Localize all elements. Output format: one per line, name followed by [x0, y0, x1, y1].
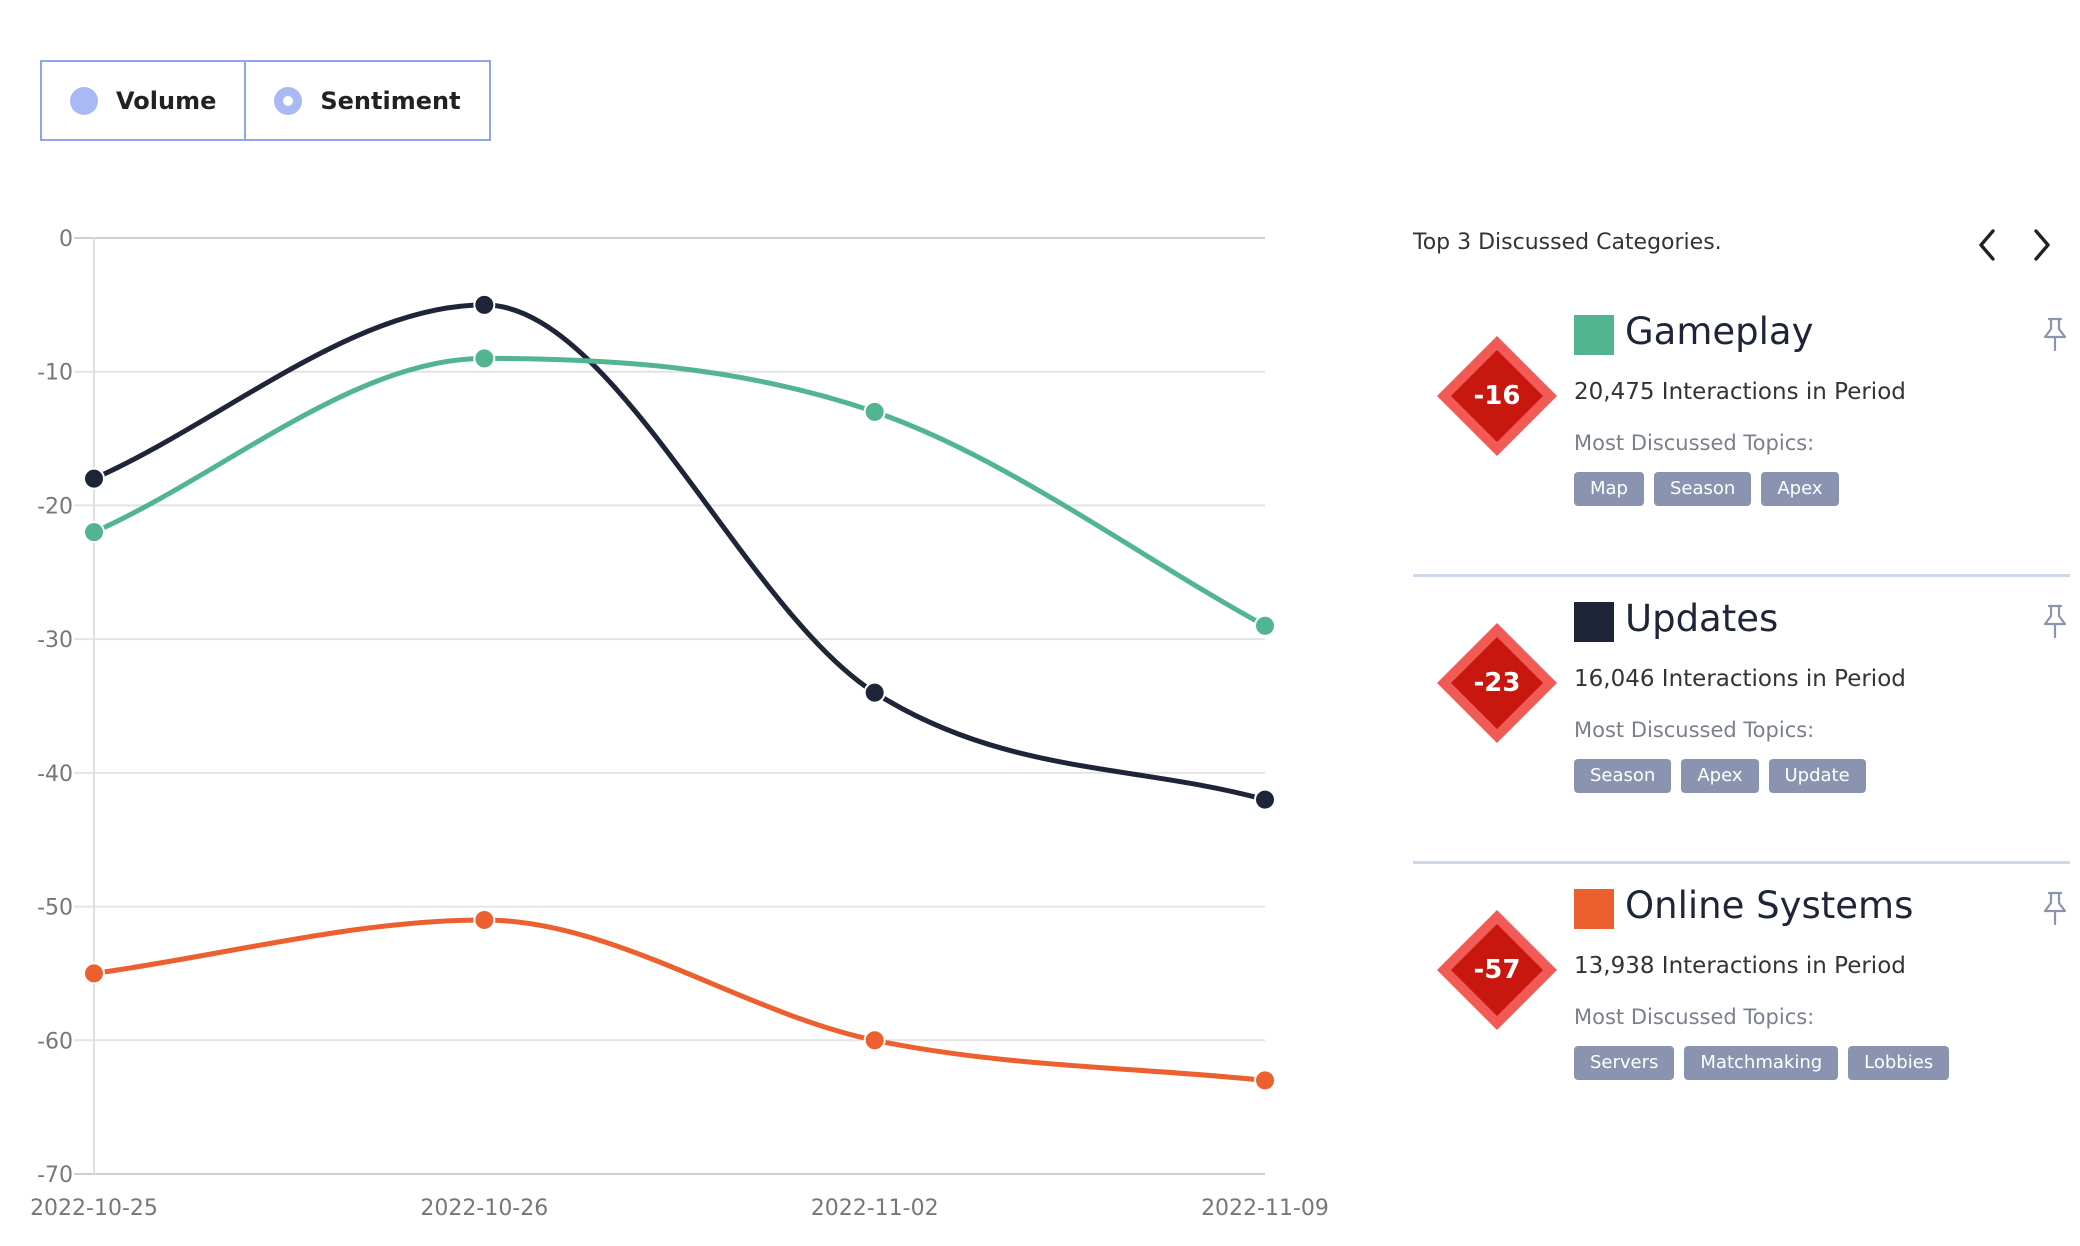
topic-chip[interactable]: Map	[1574, 472, 1644, 506]
y-tick-label: -10	[37, 361, 73, 386]
data-point	[863, 400, 886, 423]
diamond-badge-icon	[1437, 336, 1557, 456]
topic-chip[interactable]: Season	[1654, 472, 1752, 506]
topics-label: Most Discussed Topics:	[1574, 431, 1815, 455]
interaction-count: 13,938 Interactions in Period	[1574, 953, 1906, 979]
data-point	[473, 908, 496, 931]
sentiment-score: -23	[1473, 668, 1521, 698]
topic-chips: Servers Matchmaking Lobbies	[1574, 1046, 1950, 1080]
topic-chip[interactable]: Season	[1574, 759, 1672, 793]
y-tick-label: -20	[37, 494, 73, 519]
data-point	[83, 962, 105, 985]
category-card-gameplay[interactable]: -16 Gameplay 20,475 Interactions in Peri…	[1413, 290, 2070, 577]
data-point	[473, 293, 496, 316]
topics-label: Most Discussed Topics:	[1574, 1005, 1815, 1029]
chevron-right-icon	[2034, 229, 2050, 261]
prev-button[interactable]	[1965, 220, 2009, 270]
x-tick-label: 2022-11-09	[1201, 1196, 1329, 1221]
category-card-online-systems[interactable]: -57 Online Systems 13,938 Interactions i…	[1413, 864, 2070, 1151]
volume-label: Volume	[116, 86, 217, 115]
sentiment-score: -16	[1473, 381, 1521, 411]
topic-chip[interactable]: Update	[1768, 759, 1866, 793]
x-tick-label: 2022-11-02	[811, 1196, 939, 1221]
sentiment-score-badge: -57	[1437, 910, 1557, 1030]
data-point	[473, 347, 496, 370]
top-categories-panel: Top 3 Discussed Categories. -16 Gameplay…	[1413, 220, 2078, 1120]
topic-chip[interactable]: Apex	[1761, 472, 1839, 506]
sentiment-label: Sentiment	[320, 86, 461, 115]
data-point	[1254, 1069, 1276, 1092]
sentiment-toggle-button[interactable]: Sentiment	[244, 62, 488, 139]
radio-selected-icon	[274, 86, 303, 115]
interaction-count: 20,475 Interactions in Period	[1574, 379, 1906, 405]
category-card-updates[interactable]: -23 Updates 16,046 Interactions in Perio…	[1413, 577, 2070, 864]
x-tick-label: 2022-10-25	[30, 1196, 158, 1221]
y-tick-label: 0	[59, 227, 73, 252]
series-line	[91, 917, 1268, 1083]
metric-toggle: Volume Sentiment	[40, 60, 491, 141]
diamond-badge-icon	[1437, 623, 1557, 743]
y-tick-label: -50	[37, 896, 73, 921]
pin-icon[interactable]	[2040, 316, 2070, 352]
pin-icon[interactable]	[2040, 890, 2070, 926]
chevron-left-icon	[1979, 229, 1995, 261]
data-point	[83, 467, 105, 490]
data-point	[1254, 614, 1276, 637]
y-tick-label: -30	[37, 628, 73, 653]
topic-chips: Season Apex Update	[1574, 759, 1866, 793]
volume-toggle-button[interactable]: Volume	[42, 62, 244, 139]
radio-icon	[70, 86, 98, 115]
y-tick-label: -70	[37, 1163, 73, 1188]
interaction-count: 16,046 Interactions in Period	[1574, 666, 1906, 692]
topic-chip[interactable]: Lobbies	[1848, 1046, 1950, 1080]
sentiment-score-badge: -23	[1437, 623, 1557, 743]
data-point	[863, 1029, 886, 1052]
category-name: Online Systems	[1625, 884, 1914, 927]
category-name: Gameplay	[1625, 310, 1814, 353]
x-tick-label: 2022-10-26	[420, 1196, 548, 1221]
topic-chip[interactable]: Servers	[1574, 1046, 1675, 1080]
sentiment-score: -57	[1473, 955, 1521, 985]
diamond-badge-icon	[1437, 910, 1557, 1030]
category-color-swatch	[1574, 889, 1614, 929]
sentiment-score-badge: -16	[1437, 336, 1557, 456]
category-color-swatch	[1574, 602, 1614, 642]
data-point	[863, 681, 886, 704]
panel-title: Top 3 Discussed Categories.	[1413, 230, 1722, 255]
topic-chip[interactable]: Matchmaking	[1684, 1046, 1839, 1080]
topics-label: Most Discussed Topics:	[1574, 718, 1815, 742]
series-line	[91, 302, 1268, 803]
sentiment-line-chart: 0 -10 -20 -30 -40 -50 -60 -70 2022-10-25 2022-10-…	[30, 227, 1329, 1221]
y-tick-label: -40	[37, 762, 73, 787]
next-button[interactable]	[2020, 220, 2064, 270]
y-tick-label: -60	[37, 1029, 73, 1054]
data-point	[83, 521, 105, 544]
topic-chip[interactable]: Apex	[1681, 759, 1759, 793]
category-name: Updates	[1625, 597, 1779, 640]
pin-icon[interactable]	[2040, 603, 2070, 639]
series-line	[91, 355, 1268, 629]
topic-chips: Map Season Apex	[1574, 472, 1839, 506]
category-color-swatch	[1574, 315, 1614, 355]
data-point	[1254, 788, 1276, 811]
